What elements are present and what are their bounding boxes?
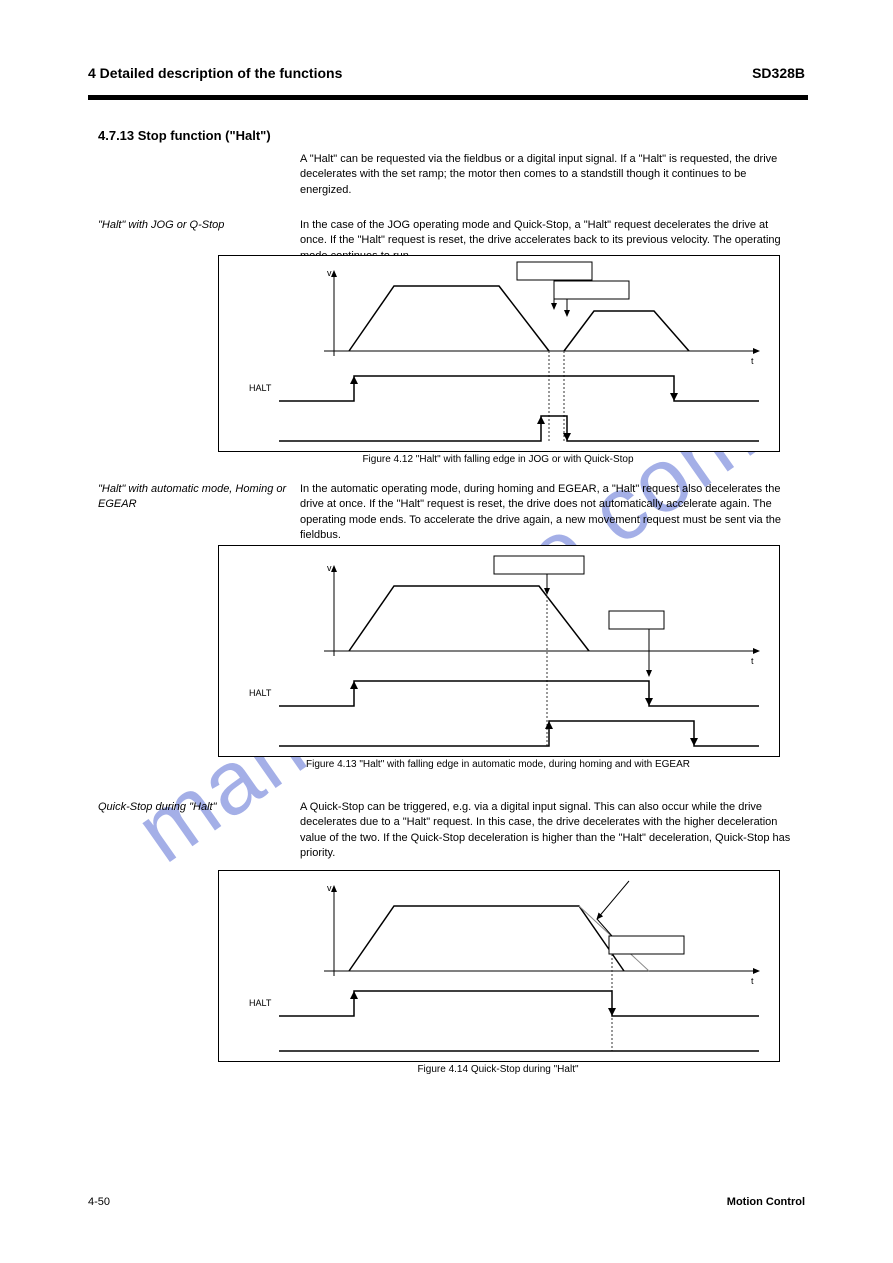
fig1-trap2 (564, 311, 689, 351)
fig1-signal2 (279, 416, 759, 441)
figure-1: v t HALT (218, 255, 780, 452)
header-rule (88, 95, 808, 100)
fig2-caption: Figure 4.13 "Halt" with falling edge in … (218, 759, 778, 770)
fig3-svg: v t HALT (219, 871, 779, 1061)
fig2-box2 (609, 611, 664, 629)
fig2-box1 (494, 556, 584, 574)
sub3-text: A Quick-Stop can be triggered, e.g. via … (300, 800, 795, 862)
fig2-trap1 (349, 586, 589, 651)
fig1-trap1 (349, 286, 549, 351)
fig1-box2 (554, 281, 629, 299)
page: 4 Detailed description of the functions … (0, 0, 893, 1263)
fig1-sig1-label: HALT (249, 383, 272, 393)
fig3-caption: Figure 4.14 Quick-Stop during "Halt" (218, 1064, 778, 1075)
fig3-signal1 (279, 991, 759, 1016)
sub2-text: In the automatic operating mode, during … (300, 482, 795, 544)
fig3-box1 (609, 936, 684, 954)
fig3-trap1 (349, 906, 624, 971)
fig1-caption: Figure 4.12 "Halt" with falling edge in … (218, 454, 778, 465)
fig2-svg: v t HALT (219, 546, 779, 756)
sub3-label: Quick-Stop during "Halt" (98, 800, 278, 815)
fig1-ylabel: v (327, 268, 332, 278)
header-right: SD328B (752, 65, 805, 81)
section-heading: 4.7.13 Stop function ("Halt") (98, 128, 271, 143)
fig1-svg: v t HALT (219, 256, 779, 451)
fig2-signal1 (279, 681, 759, 706)
footer-company: Motion Control (727, 1196, 805, 1208)
svg-text:HALT: HALT (249, 688, 272, 698)
footer: 4-50 Motion Control (88, 1196, 805, 1208)
svg-text:v: v (327, 563, 332, 573)
svg-text:HALT: HALT (249, 998, 272, 1008)
svg-text:t: t (751, 656, 754, 666)
fig1-signal1 (279, 376, 759, 401)
svg-text:v: v (327, 883, 332, 893)
fig1-xlabel: t (751, 356, 754, 366)
sub1-label: "Halt" with JOG or Q-Stop (98, 218, 278, 233)
fig2-signal2 (279, 721, 759, 746)
fig1-box1 (517, 262, 592, 280)
svg-text:t: t (751, 976, 754, 986)
sub2-label: "Halt" with automatic mode, Homing or EG… (98, 482, 288, 513)
header-left: 4 Detailed description of the functions (88, 65, 342, 81)
intro-text: A "Halt" can be requested via the fieldb… (300, 152, 795, 198)
figure-3: v t HALT (218, 870, 780, 1062)
page-number: 4-50 (88, 1196, 110, 1208)
figure-2: v t HALT (218, 545, 780, 757)
